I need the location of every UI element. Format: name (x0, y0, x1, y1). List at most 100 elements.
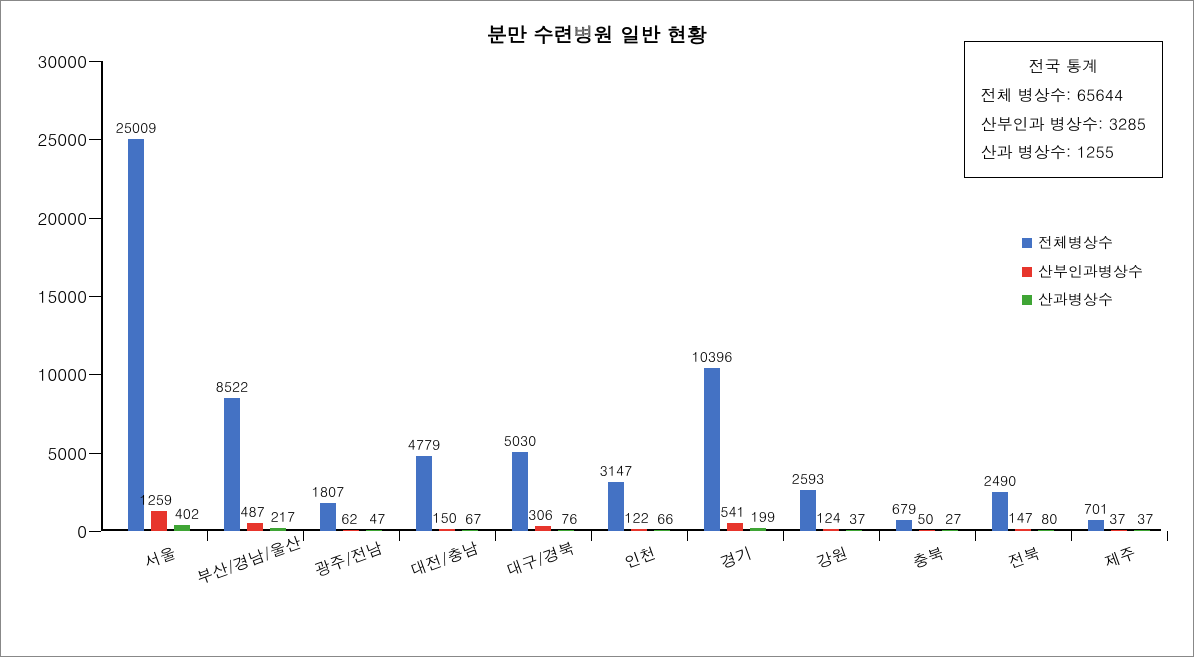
bar-obs: 67 (462, 530, 478, 531)
bar-obs: 66 (654, 530, 670, 531)
x-tick (783, 531, 784, 541)
bar-obgyn: 306 (535, 526, 551, 531)
bar-label: 37 (849, 508, 865, 528)
bar-label: 4779 (408, 434, 441, 454)
x-category-label: 인천 (621, 541, 659, 574)
category-group: 259312437강원 (783, 61, 879, 531)
bar-label: 402 (175, 503, 200, 523)
bar-label: 50 (917, 508, 933, 528)
x-category-label: 서울 (141, 541, 179, 574)
bar-label: 47 (369, 508, 385, 528)
bar-total: 8522 (224, 398, 240, 532)
category-group: 6795027충북 (879, 61, 975, 531)
bar-obs: 199 (750, 528, 766, 531)
bar-total: 2593 (800, 490, 816, 531)
bar-obs: 76 (558, 530, 574, 531)
bar-total: 1807 (320, 503, 336, 531)
bar-total: 4779 (416, 456, 432, 531)
category-group: 10396541199경기 (687, 61, 783, 531)
y-tick-label: 20000 (37, 206, 87, 230)
bar-total: 5030 (512, 452, 528, 531)
x-category-label: 제주 (1101, 541, 1139, 574)
bar-label: 217 (271, 506, 296, 526)
y-tick (89, 296, 101, 297)
bar-label: 2593 (792, 468, 825, 488)
bar-total: 10396 (704, 368, 720, 531)
y-tick (89, 61, 101, 62)
bar-obs: 402 (174, 525, 190, 531)
x-category-label: 강원 (813, 541, 851, 574)
bar-total: 25009 (128, 139, 144, 531)
x-tick (399, 531, 400, 541)
bar-label: 1259 (139, 489, 172, 509)
bar-label: 5030 (504, 430, 537, 450)
bar-obs: 37 (1134, 530, 1150, 531)
bar-label: 124 (816, 507, 841, 527)
bar-label: 679 (892, 498, 917, 518)
bar-label: 66 (657, 508, 673, 528)
x-tick (1167, 531, 1168, 541)
y-tick-label: 15000 (37, 284, 87, 308)
x-category-label: 경기 (717, 541, 755, 574)
bar-total: 679 (896, 520, 912, 531)
y-tick-label: 10000 (37, 362, 87, 386)
x-tick (207, 531, 208, 541)
category-group: 503030676대구/경북 (495, 61, 591, 531)
x-category-label: 대구/경북 (503, 535, 577, 581)
bar-label: 701 (1084, 498, 1109, 518)
bar-obs: 37 (846, 530, 862, 531)
category-group: 249014780전북 (975, 61, 1071, 531)
chart-container: 분만 수련병원 일반 현황 전국 통계 전체 병상수: 65644 산부인과 병… (0, 0, 1194, 657)
bar-obgyn: 1259 (151, 511, 167, 531)
category-group: 477915067대전/충남 (399, 61, 495, 531)
y-tick (89, 453, 101, 454)
y-tick (89, 531, 101, 532)
bar-label: 541 (720, 501, 745, 521)
x-tick (495, 531, 496, 541)
x-tick (1071, 531, 1072, 541)
bar-label: 306 (528, 504, 553, 524)
bar-label: 10396 (692, 346, 733, 366)
x-category-label: 전북 (1005, 541, 1043, 574)
bar-label: 25009 (116, 117, 157, 137)
bar-obgyn: 37 (1111, 530, 1127, 531)
x-tick (879, 531, 880, 541)
bar-label: 2490 (984, 470, 1017, 490)
y-tick-label: 5000 (47, 441, 87, 465)
bar-label: 67 (465, 508, 481, 528)
bar-total: 2490 (992, 492, 1008, 531)
x-category-label: 부산/경남/울산 (193, 530, 304, 589)
bar-obs: 47 (366, 530, 382, 531)
x-tick (591, 531, 592, 541)
category-group: 7013737제주 (1071, 61, 1167, 531)
bar-obs: 27 (942, 530, 958, 531)
bar-label: 62 (341, 508, 357, 528)
bar-obgyn: 541 (727, 523, 743, 531)
x-tick (303, 531, 304, 541)
y-tick-label: 25000 (37, 127, 87, 151)
bar-total: 701 (1088, 520, 1104, 531)
bar-label: 150 (432, 507, 457, 527)
x-category-label: 대전/충남 (407, 535, 481, 581)
bar-label: 76 (561, 508, 577, 528)
bar-label: 37 (1137, 508, 1153, 528)
bar-obgyn: 487 (247, 523, 263, 531)
x-tick (687, 531, 688, 541)
bar-total: 3147 (608, 482, 624, 531)
bar-label: 487 (240, 501, 264, 521)
bar-label: 80 (1041, 508, 1057, 528)
plot-area: 0500010000150002000025000300002500912594… (101, 61, 1161, 531)
y-tick-label: 30000 (37, 49, 87, 73)
bar-obgyn: 147 (1015, 529, 1031, 531)
y-tick (89, 218, 101, 219)
y-axis (101, 61, 103, 531)
bar-label: 3147 (600, 460, 633, 480)
x-tick (975, 531, 976, 541)
bar-label: 122 (624, 507, 649, 527)
x-category-label: 광주/전남 (311, 535, 385, 581)
bar-label: 199 (751, 506, 776, 526)
bar-label: 37 (1109, 508, 1125, 528)
bar-obgyn: 122 (631, 529, 647, 531)
category-group: 250091259402서울 (111, 61, 207, 531)
y-tick (89, 374, 101, 375)
